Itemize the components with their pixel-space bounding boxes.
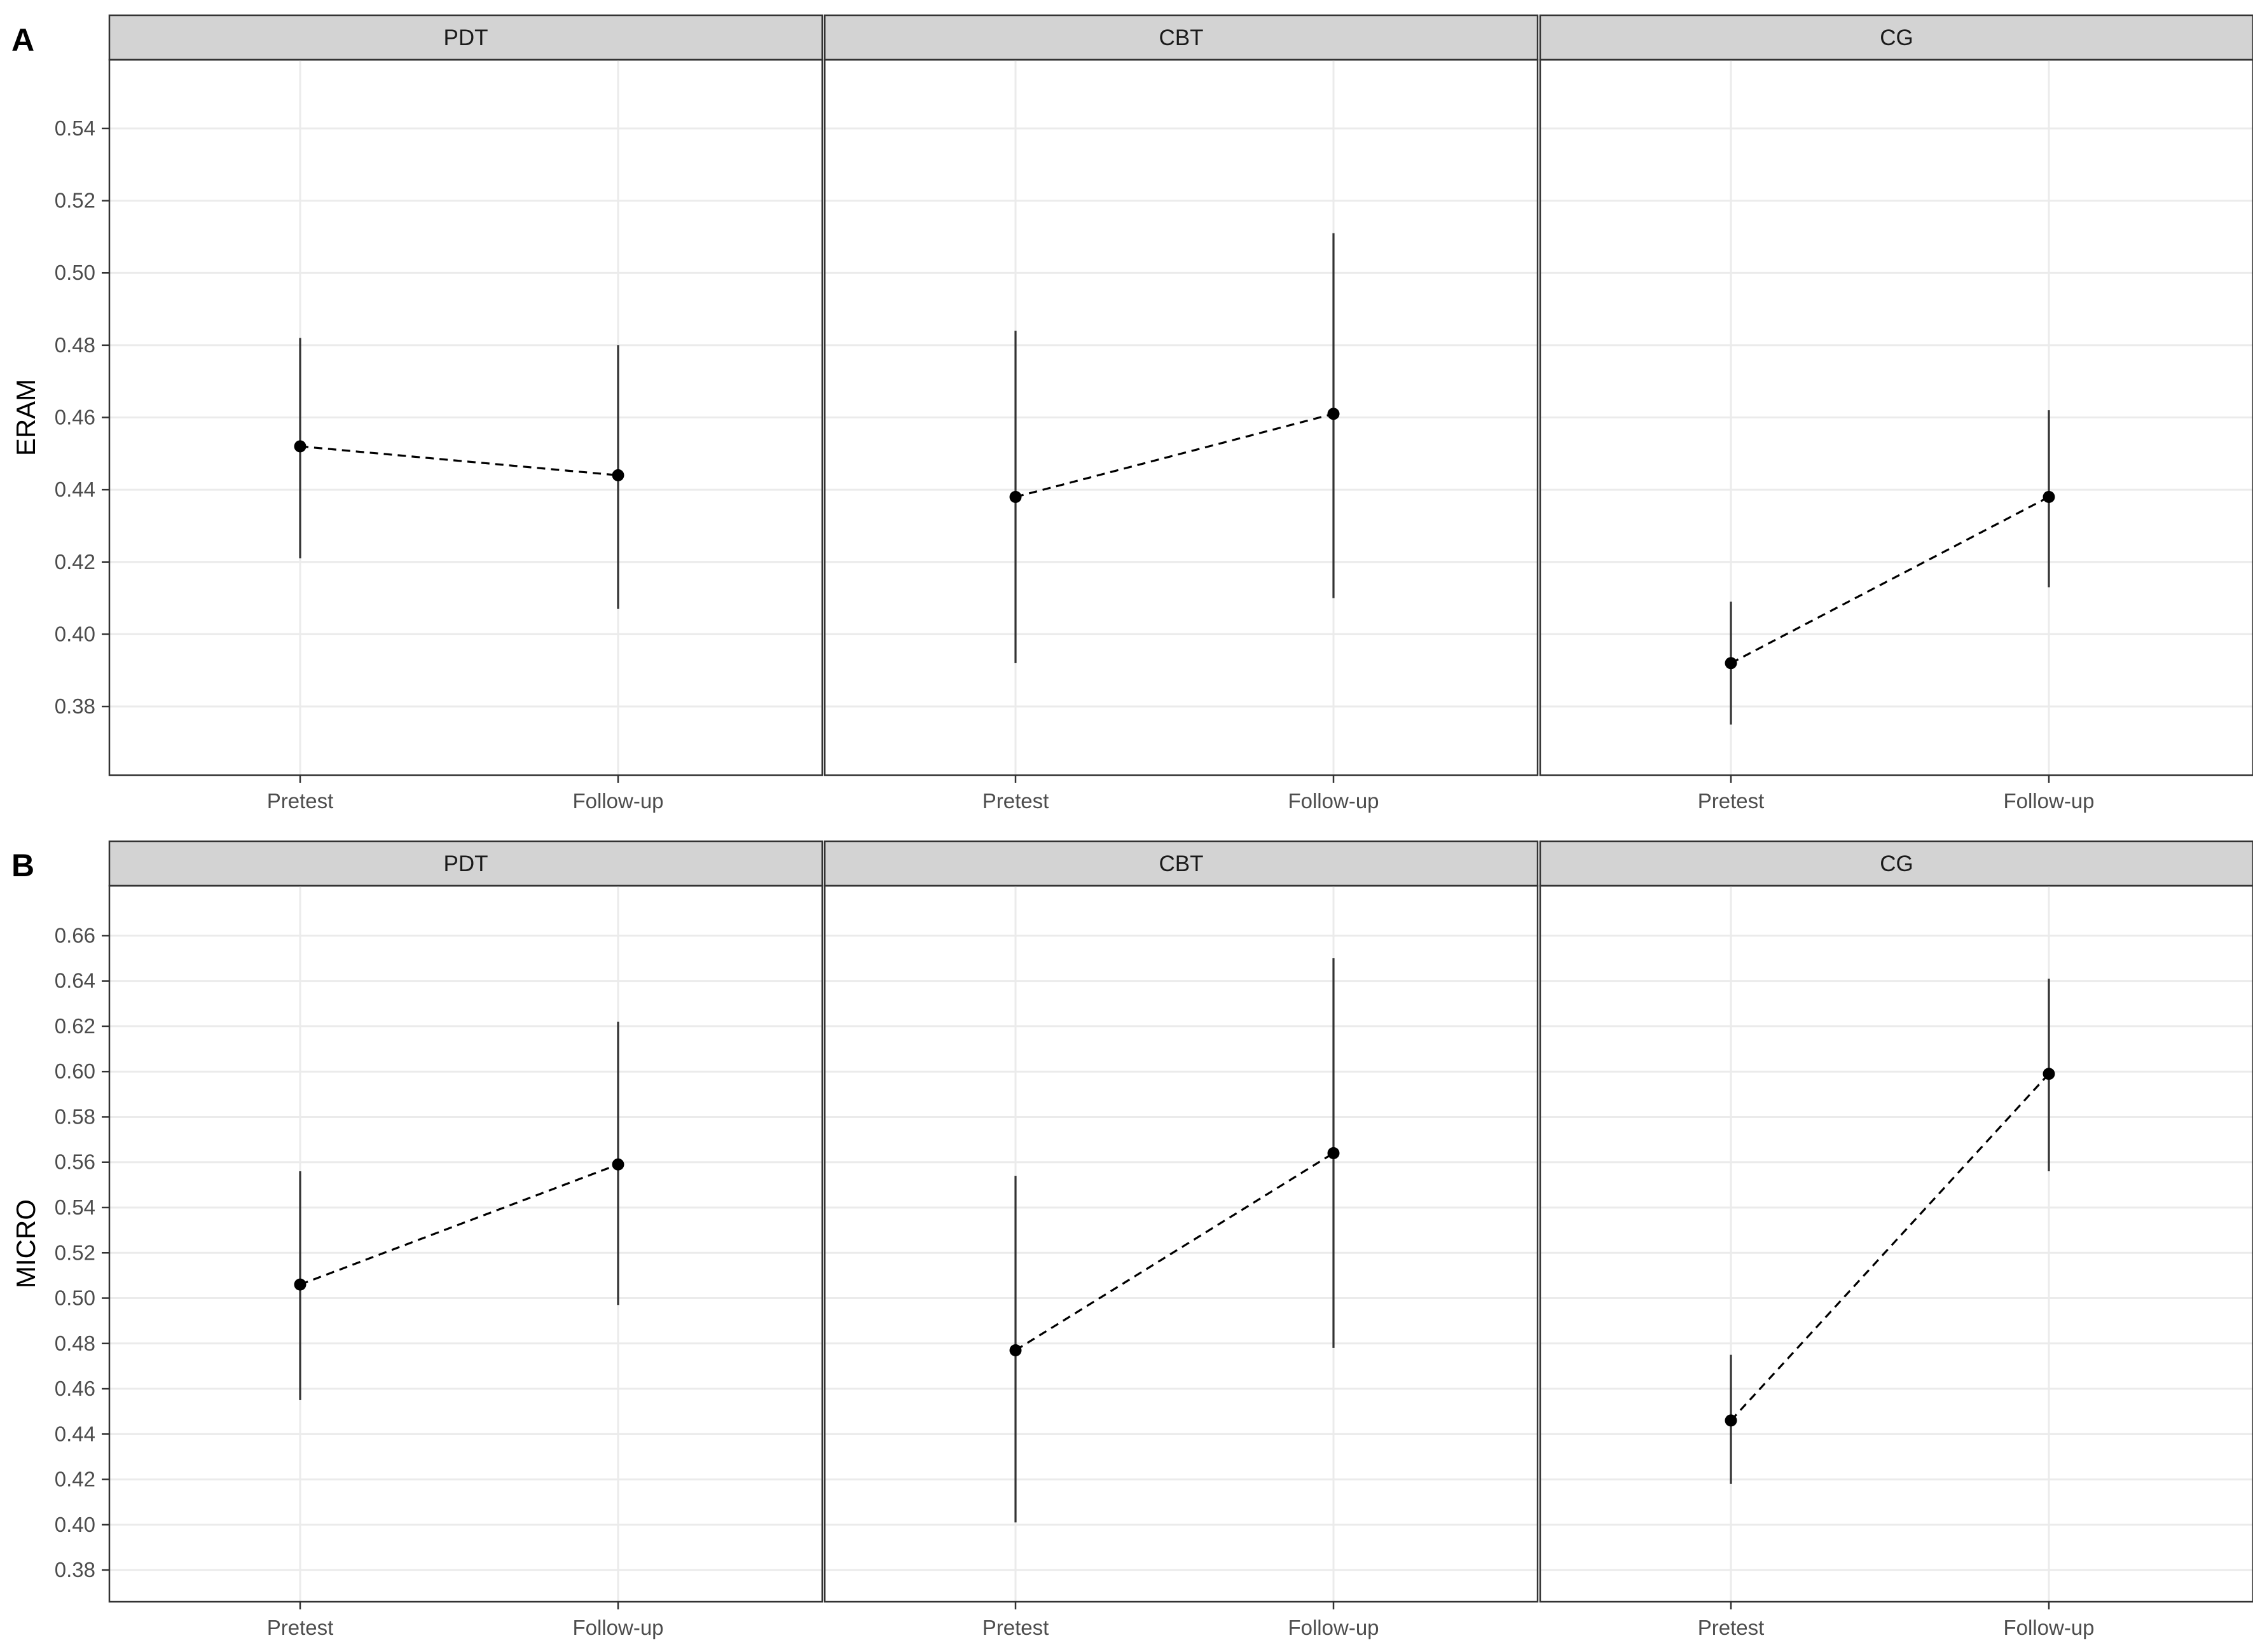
y-tick-label: 0.44	[55, 478, 95, 501]
data-point	[2043, 1068, 2055, 1080]
y-tick-label: 0.42	[55, 1468, 95, 1491]
y-tick-label: 0.46	[55, 1377, 95, 1400]
strip-label: CBT	[1159, 851, 1204, 876]
strip-header	[823, 14, 1539, 61]
data-point	[294, 1278, 307, 1291]
dashed-connector	[300, 445, 619, 477]
y-tick-label: 0.50	[55, 1286, 95, 1310]
panel-border	[108, 59, 823, 776]
facet-pdt: PDT Pretest Follow-up	[108, 840, 823, 1639]
y-tick-label: 0.52	[55, 1241, 95, 1264]
facet-cbt: CBT Pretest Follow-up	[823, 840, 1539, 1639]
y-tick-label: 0.58	[55, 1105, 95, 1128]
facet-cg: CG Pretest Follow-up	[1539, 840, 2253, 1639]
strip-header	[108, 840, 823, 887]
strip-label: CBT	[1159, 25, 1204, 50]
data-point	[1725, 657, 1737, 670]
x-tick-label: Follow-up	[572, 789, 663, 813]
strip-label: CG	[1880, 851, 1913, 876]
y-tick-label: 0.56	[55, 1150, 95, 1174]
y-tick-label: 0.44	[55, 1422, 95, 1445]
panel-border	[108, 885, 823, 1603]
x-tick-label: Follow-up	[1288, 789, 1379, 813]
data-point	[1009, 1344, 1022, 1356]
chart-row-a: A ERAM 0.38 0.40 0.42 0.44 0.46 0.48 0.50 0.52 0.5…	[11, 14, 2253, 813]
strip-label: CG	[1880, 25, 1913, 50]
y-tick-label: 0.54	[55, 1195, 95, 1219]
data-point	[1009, 491, 1022, 503]
y-tick-label: 0.48	[55, 1332, 95, 1355]
panel-tag: B	[11, 848, 34, 883]
panel-border	[1539, 885, 2253, 1603]
data-point	[612, 1158, 624, 1171]
strip-header	[108, 14, 823, 61]
x-tick-label: Follow-up	[2003, 789, 2094, 813]
x-tick-label: Follow-up	[2003, 1616, 2094, 1639]
y-tick-label: 0.54	[55, 116, 95, 140]
dashed-connector	[1730, 496, 2050, 664]
y-axis-title: MICRO	[11, 1199, 41, 1288]
x-tick-label: Follow-up	[572, 1616, 663, 1639]
y-tick-label: 0.50	[55, 261, 95, 284]
y-tick-label: 0.52	[55, 189, 95, 212]
y-tick-label: 0.38	[55, 694, 95, 718]
y-tick-label: 0.48	[55, 333, 95, 357]
y-tick-label: 0.40	[55, 1513, 95, 1536]
dashed-connector	[1730, 1073, 2050, 1422]
x-tick-label: Pretest	[982, 789, 1049, 813]
facet-pdt: PDT Pretest Follow-up	[108, 14, 823, 813]
panel-border	[823, 59, 1539, 776]
strip-label: PDT	[444, 851, 488, 876]
strip-header	[823, 840, 1539, 887]
strip-header	[1539, 14, 2253, 61]
y-tick-label: 0.60	[55, 1059, 95, 1083]
data-point	[294, 440, 307, 453]
dashed-connector	[300, 1163, 619, 1286]
x-tick-label: Follow-up	[1288, 1616, 1379, 1639]
x-tick-label: Pretest	[1698, 789, 1765, 813]
dashed-connector	[1015, 1152, 1334, 1351]
x-tick-label: Pretest	[1698, 1616, 1765, 1639]
panel-tag: A	[11, 22, 34, 58]
strip-label: PDT	[444, 25, 488, 50]
data-point	[612, 469, 624, 481]
dashed-connector	[1015, 413, 1334, 499]
panel-border	[823, 885, 1539, 1603]
y-tick-label: 0.46	[55, 406, 95, 429]
facet-cbt: CBT Pretest Follow-up	[823, 14, 1539, 813]
y-tick-label: 0.62	[55, 1014, 95, 1038]
y-tick-label: 0.38	[55, 1558, 95, 1581]
x-tick-label: Pretest	[267, 789, 334, 813]
strip-header	[1539, 840, 2253, 887]
y-tick-label: 0.42	[55, 550, 95, 574]
chart-row-b: B MICRO 0.38 0.40 0.42 0.44 0.46 0.48 0.50 0.52 0.…	[11, 840, 2253, 1639]
data-point	[1327, 408, 1340, 420]
y-tick-label: 0.40	[55, 622, 95, 645]
x-tick-label: Pretest	[267, 1616, 334, 1639]
data-point	[1725, 1414, 1737, 1427]
data-point	[1327, 1146, 1340, 1159]
facet-cg: CG Pretest Follow-up	[1539, 14, 2253, 813]
data-point	[2043, 491, 2055, 503]
x-tick-label: Pretest	[982, 1616, 1049, 1639]
y-tick-label: 0.66	[55, 923, 95, 947]
y-tick-label: 0.64	[55, 969, 95, 993]
panel-border	[1539, 59, 2253, 776]
y-axis-title: ERAM	[11, 379, 41, 456]
